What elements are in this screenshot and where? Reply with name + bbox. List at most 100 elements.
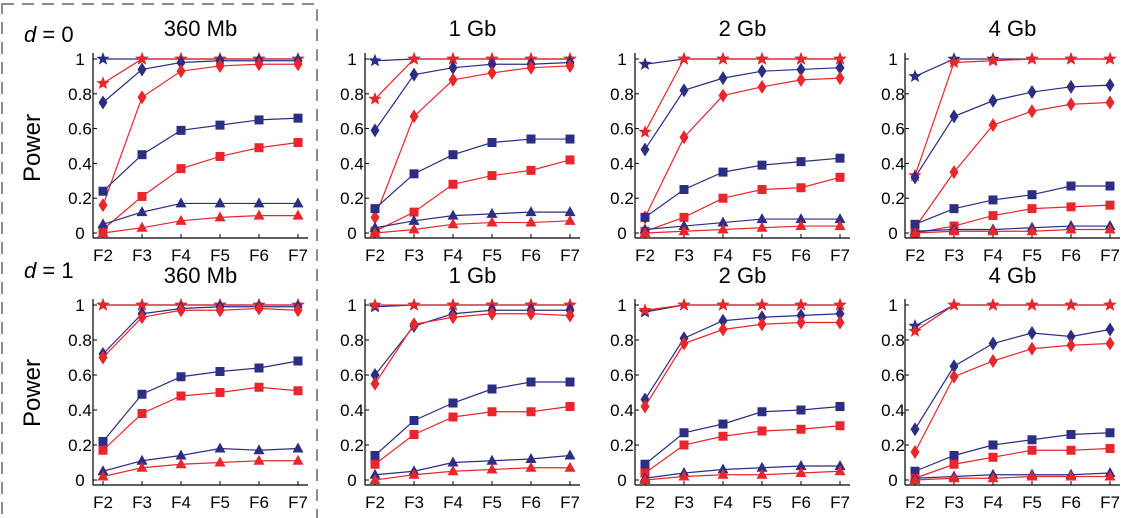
- x-tick-label: F3: [404, 493, 424, 512]
- x-tick-label: F7: [560, 493, 580, 512]
- data-point-diamond: [1105, 336, 1115, 351]
- data-point-star: [446, 298, 460, 311]
- data-point-triangle: [678, 470, 690, 481]
- series-line: [374, 138, 570, 210]
- data-point-diamond: [988, 354, 998, 368]
- data-point-square: [1027, 435, 1037, 445]
- data-point-diamond: [409, 109, 419, 124]
- data-point-triangle: [948, 472, 960, 483]
- panel-2-2: 1 Gb 0 0.2 0.4 0.6 0.8 1 F2 F3 F4 F5 F6 F7: [340, 263, 580, 512]
- data-point-triangle: [408, 214, 420, 225]
- data-point-square: [487, 138, 497, 148]
- data-point-square: [98, 437, 108, 446]
- data-point-triangle: [408, 223, 420, 234]
- x-tick-label: F4: [443, 246, 463, 265]
- y-tick-label: 0: [617, 224, 626, 243]
- data-point-triangle: [525, 453, 537, 463]
- panel-title: 4 Gb: [989, 16, 1037, 41]
- data-point-square: [718, 431, 728, 441]
- series-triangle-red: [97, 209, 304, 237]
- series-star-blue: [908, 52, 1117, 83]
- data-point-triangle: [834, 213, 846, 224]
- y-tick-label: 0.2: [881, 189, 905, 208]
- x-tick-label: F5: [482, 493, 502, 512]
- data-point-diamond: [718, 71, 728, 86]
- data-point-diamond: [949, 359, 959, 374]
- series-triangle-red: [97, 454, 304, 481]
- data-point-star: [716, 298, 730, 311]
- x-tick-label: F5: [1022, 493, 1042, 512]
- data-point-square: [215, 120, 225, 130]
- y-tick-label: 0.4: [68, 154, 92, 173]
- data-point-diamond: [1066, 79, 1076, 94]
- series-line: [374, 313, 571, 385]
- data-point-diamond: [215, 303, 225, 318]
- series-square-blue: [910, 428, 1115, 476]
- series-triangle-blue: [909, 220, 1116, 236]
- data-point-triangle: [678, 225, 690, 236]
- data-point-diamond: [835, 60, 845, 75]
- data-point-diamond: [176, 303, 186, 318]
- data-point-square: [718, 193, 728, 203]
- data-point-diamond: [565, 308, 575, 323]
- panel-title: 360 Mb: [164, 16, 237, 41]
- y-tick-label: 0: [75, 471, 84, 490]
- series-line: [914, 475, 1110, 481]
- x-tick-label: F5: [752, 493, 772, 512]
- panel-1-1: 360 Mb 0 0.2 0.4 0.6 0.8 1 F2 F3 F4 F5 F6 F7: [68, 16, 308, 265]
- data-point-diamond: [640, 399, 650, 414]
- y-tick-label: 0.2: [340, 436, 364, 455]
- series-line: [374, 61, 571, 131]
- series-line: [102, 60, 298, 103]
- series-diamond-blue: [370, 55, 575, 138]
- x-tick-label: F7: [288, 246, 308, 265]
- data-point-star: [833, 52, 847, 65]
- series-line: [914, 185, 1110, 225]
- series-star-blue: [96, 52, 305, 65]
- data-point-triangle: [678, 220, 690, 231]
- x-tick-label: F5: [1022, 246, 1042, 265]
- data-point-square: [409, 169, 419, 179]
- data-point-triangle: [756, 221, 768, 232]
- data-point-square: [796, 405, 806, 415]
- y-tick-label: 0: [617, 471, 626, 490]
- data-point-star: [677, 298, 691, 311]
- data-point-triangle: [136, 206, 148, 217]
- x-tick-label: F2: [905, 246, 925, 265]
- data-point-triangle: [987, 472, 999, 483]
- data-point-square: [988, 211, 998, 221]
- series-square-blue: [98, 356, 303, 446]
- y-axis-label-row-0: Power: [19, 114, 46, 182]
- panel-2-3: 2 Gb 0 0.2 0.4 0.6 0.8 1 F2 F3 F4 F5 F6 F7: [610, 263, 850, 512]
- data-point-triangle: [834, 220, 846, 231]
- data-point-diamond: [1105, 322, 1115, 337]
- data-point-triangle: [447, 456, 459, 467]
- data-point-star: [908, 324, 922, 337]
- data-point-square: [1105, 428, 1115, 438]
- series-line: [374, 309, 570, 376]
- y-tick-label: 0.8: [340, 85, 364, 104]
- series-triangle-red: [369, 461, 576, 484]
- series-triangle-blue: [369, 206, 576, 232]
- data-point-triangle: [1065, 223, 1077, 234]
- x-tick-label: F3: [132, 493, 152, 512]
- data-point-diamond: [176, 55, 186, 70]
- data-point-triangle: [1104, 223, 1116, 234]
- data-point-triangle: [639, 474, 651, 484]
- series-star-blue: [638, 52, 847, 70]
- x-tick-label: F4: [713, 493, 733, 512]
- data-point-square: [949, 451, 959, 460]
- data-point-diamond: [370, 210, 380, 225]
- data-point-diamond: [796, 62, 806, 77]
- series-line: [644, 157, 841, 218]
- data-point-square: [370, 451, 380, 460]
- data-point-star: [794, 52, 808, 65]
- panel-grid: 360 Mb 0 0.2 0.4 0.6 0.8 1 F2 F3 F4 F5 F6 F7 1 Gb 0 0.2…: [68, 16, 1120, 512]
- panel-title: 4 Gb: [989, 263, 1037, 288]
- row-label-1: d = 1: [24, 258, 74, 283]
- data-point-diamond: [409, 67, 419, 82]
- data-point-triangle: [717, 468, 729, 479]
- y-tick-label: 0.6: [340, 366, 364, 385]
- data-point-triangle: [253, 454, 265, 465]
